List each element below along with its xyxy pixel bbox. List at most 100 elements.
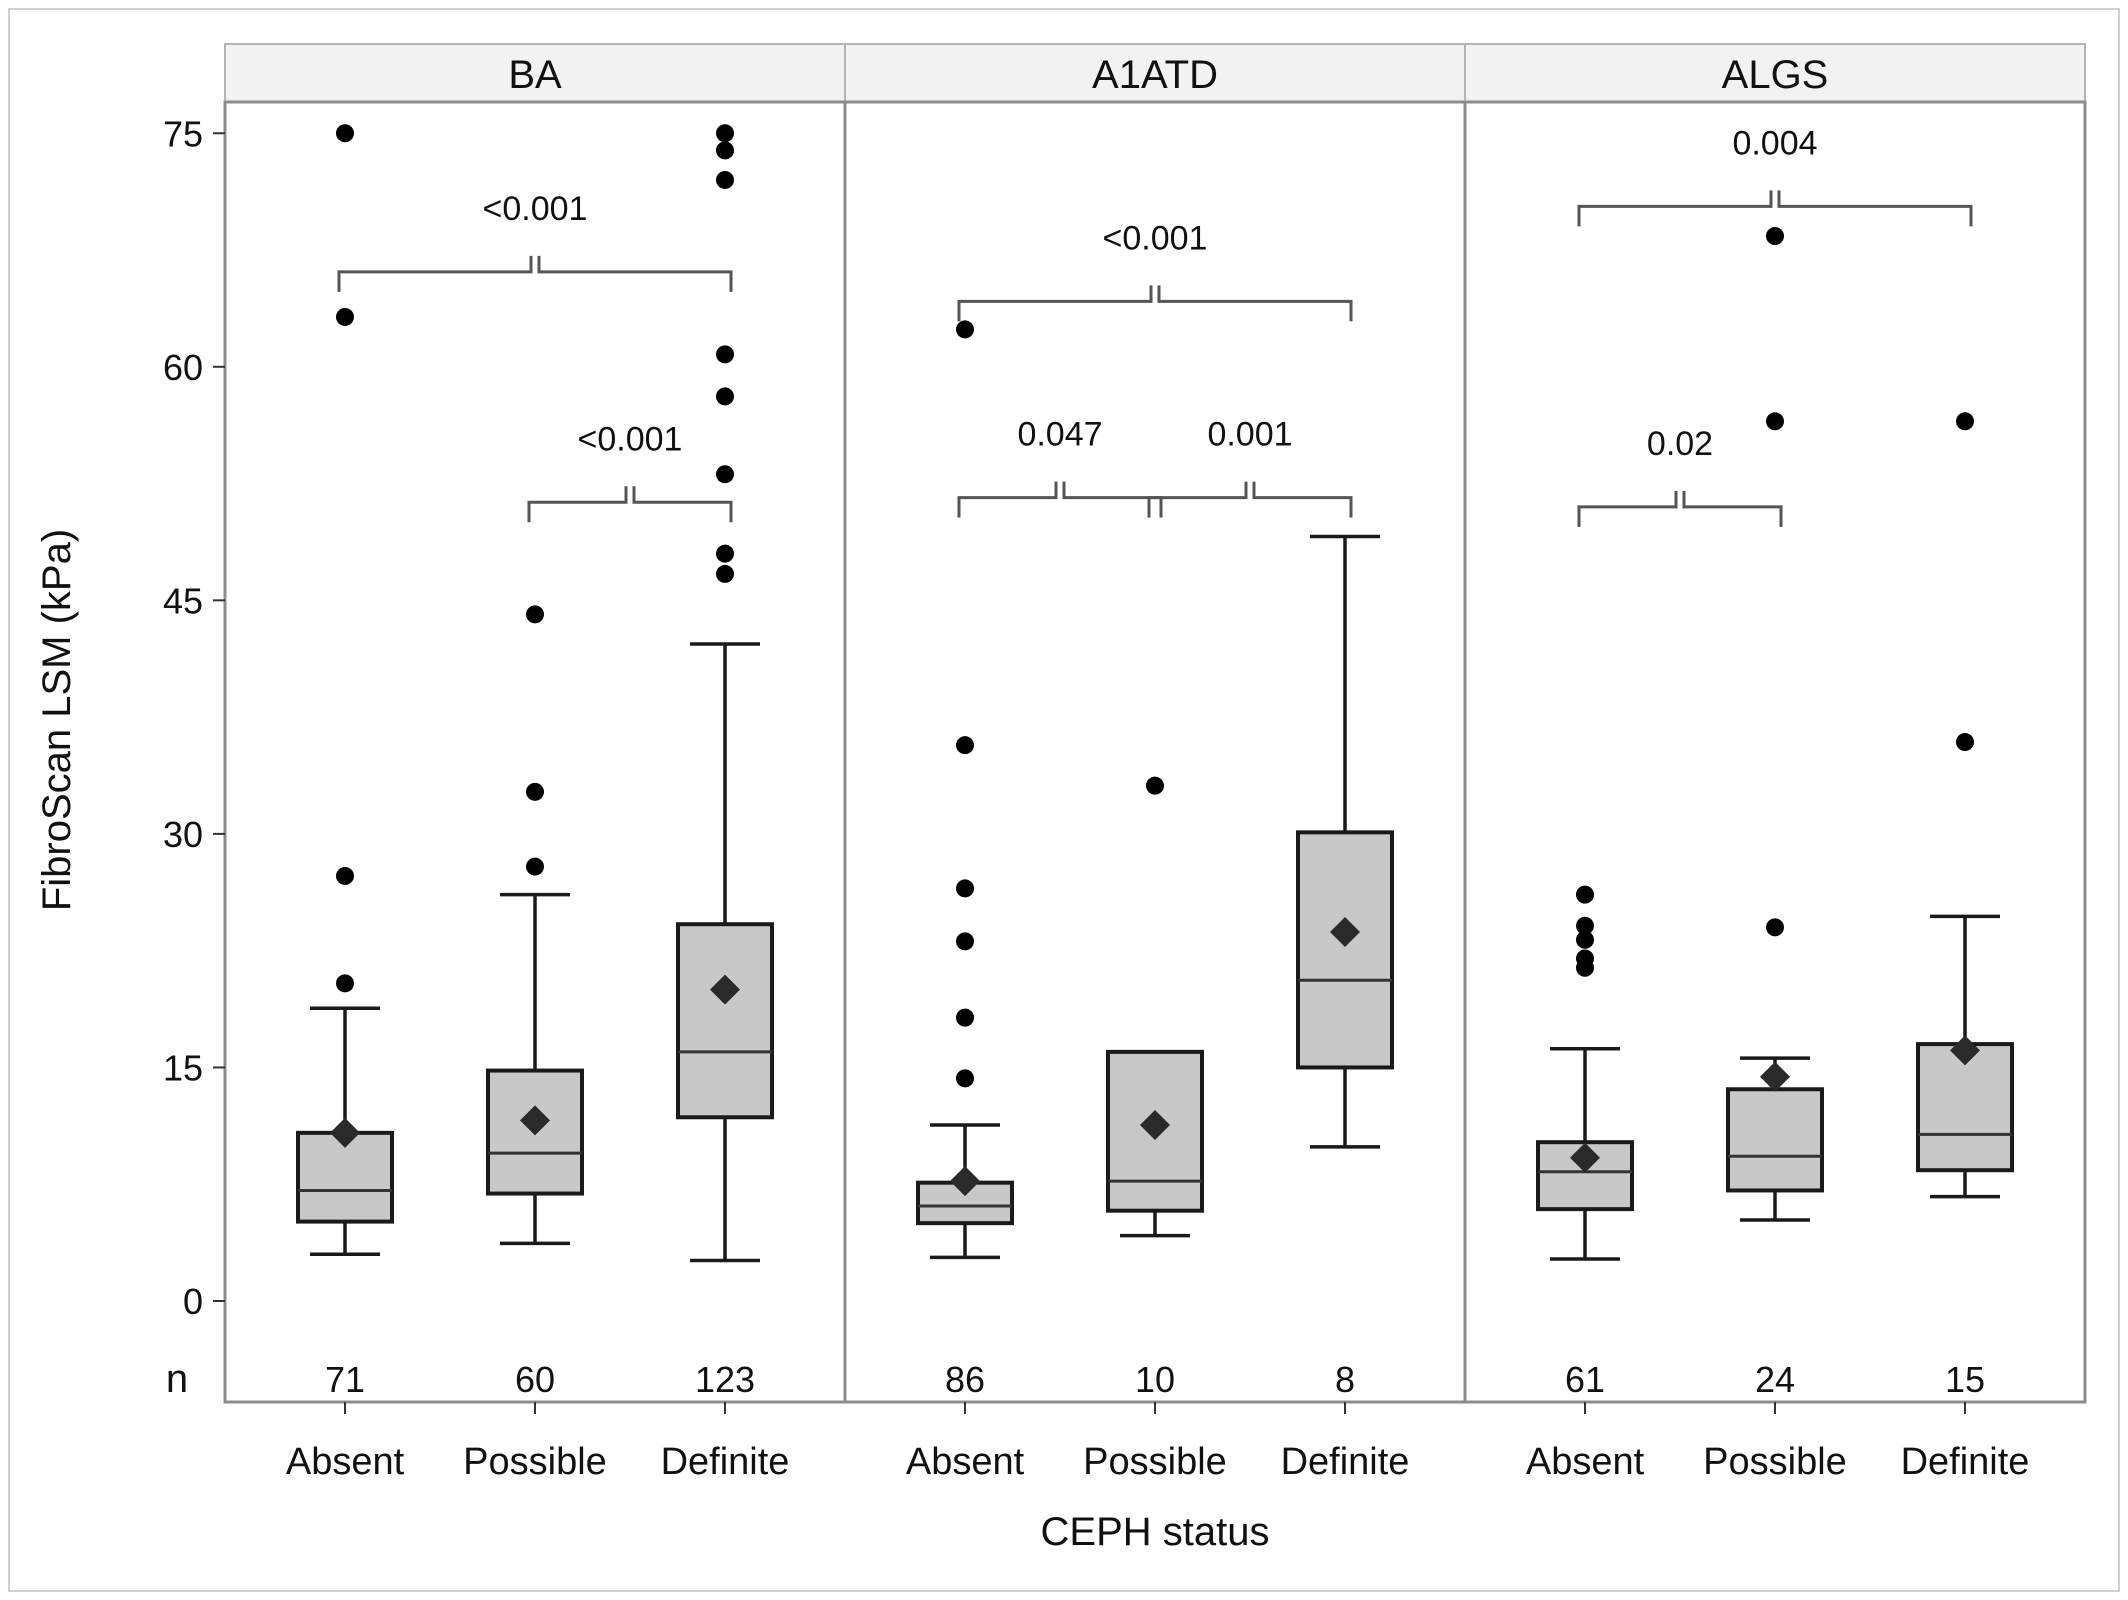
- outlier-point: [716, 345, 734, 364]
- outlier-point: [1576, 930, 1594, 949]
- n-count: 24: [1755, 1359, 1795, 1400]
- y-axis: 0 15 30 45 60 75: [163, 113, 225, 1322]
- outlier-point: [716, 544, 734, 563]
- outlier-point: [956, 1008, 974, 1027]
- box-group: [296, 124, 394, 1257]
- iqr-box: [1726, 1087, 1824, 1193]
- x-category-label: Definite: [661, 1441, 790, 1483]
- panel-header: [844, 43, 1466, 103]
- comparison-bracket: <0.001: [337, 190, 733, 292]
- n-count: 10: [1135, 1359, 1175, 1400]
- mean-marker: [1760, 1061, 1790, 1092]
- panel-header: [1464, 43, 2086, 103]
- n-count: 60: [515, 1359, 555, 1400]
- box-group: [1726, 227, 1824, 1222]
- comparison-bracket: 0.004: [1577, 124, 1973, 227]
- x-axis-label: CEPH status: [1041, 1510, 1270, 1554]
- x-category-label: Absent: [906, 1441, 1025, 1483]
- outlier-point: [336, 124, 354, 143]
- outlier-point: [956, 879, 974, 898]
- box-group: [1296, 534, 1394, 1149]
- y-tick-label: 45: [163, 580, 203, 621]
- p-value-label: <0.001: [578, 420, 683, 458]
- x-category-label: Definite: [1281, 1441, 1410, 1483]
- outlier-point: [336, 974, 354, 993]
- mean-marker: [1570, 1142, 1600, 1173]
- bracket-line: [1147, 481, 1353, 518]
- outlier-point: [716, 465, 734, 484]
- panel-header-label: ALGS: [1722, 53, 1829, 97]
- comparison-bracket: 0.02: [1577, 425, 1783, 527]
- p-value-label: 0.047: [1017, 416, 1102, 454]
- x-category-label: Definite: [1901, 1441, 2030, 1483]
- x-category-label: Possible: [463, 1441, 607, 1483]
- n-count: 15: [1945, 1359, 1985, 1400]
- mean-marker: [330, 1117, 360, 1148]
- outlier-point: [526, 782, 544, 801]
- p-value-label: <0.001: [483, 190, 588, 228]
- bracket-line: [337, 255, 733, 292]
- outlier-point: [526, 857, 544, 876]
- comparison-bracket: <0.001: [957, 219, 1353, 322]
- bracket-line: [957, 481, 1163, 518]
- panels-layer: BA 71 Absent 60 Possible 123 Definite <0.001 <0.…: [223, 43, 2087, 1483]
- iqr-box: [1296, 830, 1394, 1070]
- p-value-label: 0.001: [1207, 416, 1292, 454]
- iqr-box: [676, 922, 774, 1120]
- mean-marker: [520, 1105, 550, 1136]
- mean-marker: [1140, 1110, 1170, 1141]
- mean-marker: [1330, 916, 1360, 947]
- outlier-point: [956, 1069, 974, 1088]
- mean-marker: [1950, 1035, 1980, 1066]
- outlier-point: [956, 736, 974, 755]
- outlier-point: [1766, 918, 1784, 937]
- outlier-point: [1766, 227, 1784, 246]
- p-value-label: <0.001: [1103, 219, 1208, 257]
- outlier-point: [716, 170, 734, 189]
- outlier-point: [716, 387, 734, 406]
- outlier-point: [336, 307, 354, 326]
- outlier-point: [1956, 733, 1974, 752]
- n-count: 86: [945, 1359, 985, 1400]
- outlier-point: [1766, 412, 1784, 431]
- box-group: [1536, 885, 1634, 1261]
- p-value-label: 0.004: [1732, 124, 1817, 162]
- outlier-point: [1576, 885, 1594, 904]
- iqr-box: [1106, 1049, 1204, 1213]
- outer-border: [8, 8, 2120, 1592]
- outlier-point: [716, 124, 734, 143]
- p-value-label: 0.02: [1647, 425, 1713, 463]
- n-count: 71: [325, 1359, 365, 1400]
- outlier-point: [336, 866, 354, 885]
- outlier-point: [526, 605, 544, 624]
- mean-marker: [950, 1166, 980, 1197]
- outlier-point: [1956, 412, 1974, 431]
- panel-ba: BA 71 Absent 60 Possible 123 Definite <0.001 <0.…: [223, 43, 847, 1483]
- n-row-label: n: [166, 1357, 188, 1401]
- bracket-line: [1577, 190, 1973, 227]
- x-category-label: Possible: [1703, 1441, 1847, 1483]
- panel-header-label: A1ATD: [1092, 53, 1218, 97]
- outlier-point: [1146, 776, 1164, 795]
- n-count: 8: [1335, 1359, 1355, 1400]
- comparison-bracket: <0.001: [527, 420, 733, 523]
- panel-header-label: BA: [508, 53, 562, 97]
- panel-header: [224, 43, 846, 103]
- outlier-point: [716, 141, 734, 160]
- outlier-point: [956, 932, 974, 951]
- y-tick-label: 75: [163, 113, 203, 154]
- y-axis-label: FibroScan LSM (kPa): [35, 529, 79, 911]
- n-count: 123: [695, 1359, 755, 1400]
- x-category-label: Absent: [1526, 1441, 1645, 1483]
- x-category-label: Absent: [286, 1441, 405, 1483]
- bracket-line: [957, 285, 1353, 322]
- bracket-line: [527, 486, 733, 523]
- box-group: [676, 124, 774, 1263]
- mean-marker: [710, 974, 740, 1005]
- box-group: [1106, 776, 1204, 1238]
- comparison-bracket: 0.047: [957, 416, 1163, 518]
- outlier-point: [1576, 949, 1594, 968]
- box-group: [486, 605, 584, 1246]
- y-tick-label: 60: [163, 347, 203, 388]
- outlier-point: [1576, 916, 1594, 935]
